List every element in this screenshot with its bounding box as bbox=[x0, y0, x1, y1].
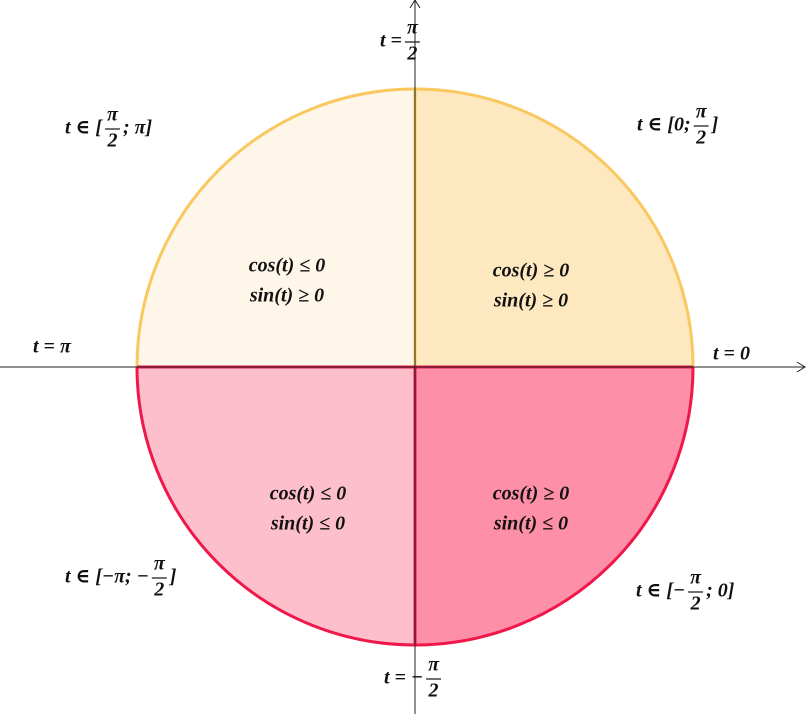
fraction-denominator: 2 bbox=[106, 130, 117, 152]
quadrant-condition: cos(t) ≤ 0 bbox=[270, 483, 347, 505]
fraction-denominator: 2 bbox=[695, 127, 706, 149]
label-text: t = bbox=[380, 30, 402, 52]
label-text: t = 0 bbox=[713, 343, 750, 365]
quadrant-3 bbox=[137, 367, 415, 645]
fraction-numerator: π bbox=[690, 567, 702, 589]
fraction-denominator: 2 bbox=[406, 43, 417, 65]
fraction-numerator: π bbox=[107, 104, 119, 126]
label-text: ; π] bbox=[123, 117, 153, 139]
label-text: ] bbox=[168, 566, 177, 588]
fraction-numerator: π bbox=[428, 654, 440, 676]
label-text: t = − bbox=[384, 667, 423, 689]
quadrant-2 bbox=[137, 89, 415, 367]
quadrant-1 bbox=[415, 89, 693, 367]
quadrant-condition: cos(t) ≥ 0 bbox=[493, 483, 570, 505]
quadrant-condition: cos(t) ≥ 0 bbox=[493, 260, 570, 282]
quadrant-condition: sin(t) ≤ 0 bbox=[270, 513, 345, 535]
label-text: ] bbox=[710, 114, 719, 136]
label-text: t ∈ [−π; − bbox=[65, 566, 149, 588]
fraction-numerator: π bbox=[407, 17, 419, 39]
quadrant-condition: sin(t) ≥ 0 bbox=[493, 290, 568, 312]
label-text: t = π bbox=[33, 336, 72, 358]
quadrant-4 bbox=[415, 367, 693, 645]
quadrant-condition: sin(t) ≥ 0 bbox=[249, 285, 324, 307]
fraction-denominator: 2 bbox=[428, 680, 439, 702]
fraction-denominator: 2 bbox=[153, 579, 164, 601]
quadrant-condition: cos(t) ≤ 0 bbox=[249, 255, 326, 277]
quadrant-condition: sin(t) ≤ 0 bbox=[493, 513, 568, 535]
y-arrow bbox=[409, 0, 421, 9]
x-arrow bbox=[796, 361, 806, 373]
fraction-numerator: π bbox=[696, 101, 708, 123]
label-text: t ∈ [0; bbox=[637, 114, 691, 136]
fraction-denominator: 2 bbox=[690, 593, 701, 615]
label-text: t ∈ [− bbox=[636, 580, 685, 602]
label-text: t ∈ [ bbox=[65, 117, 103, 139]
fraction-numerator: π bbox=[154, 553, 166, 575]
label-text: ; 0] bbox=[706, 580, 735, 602]
